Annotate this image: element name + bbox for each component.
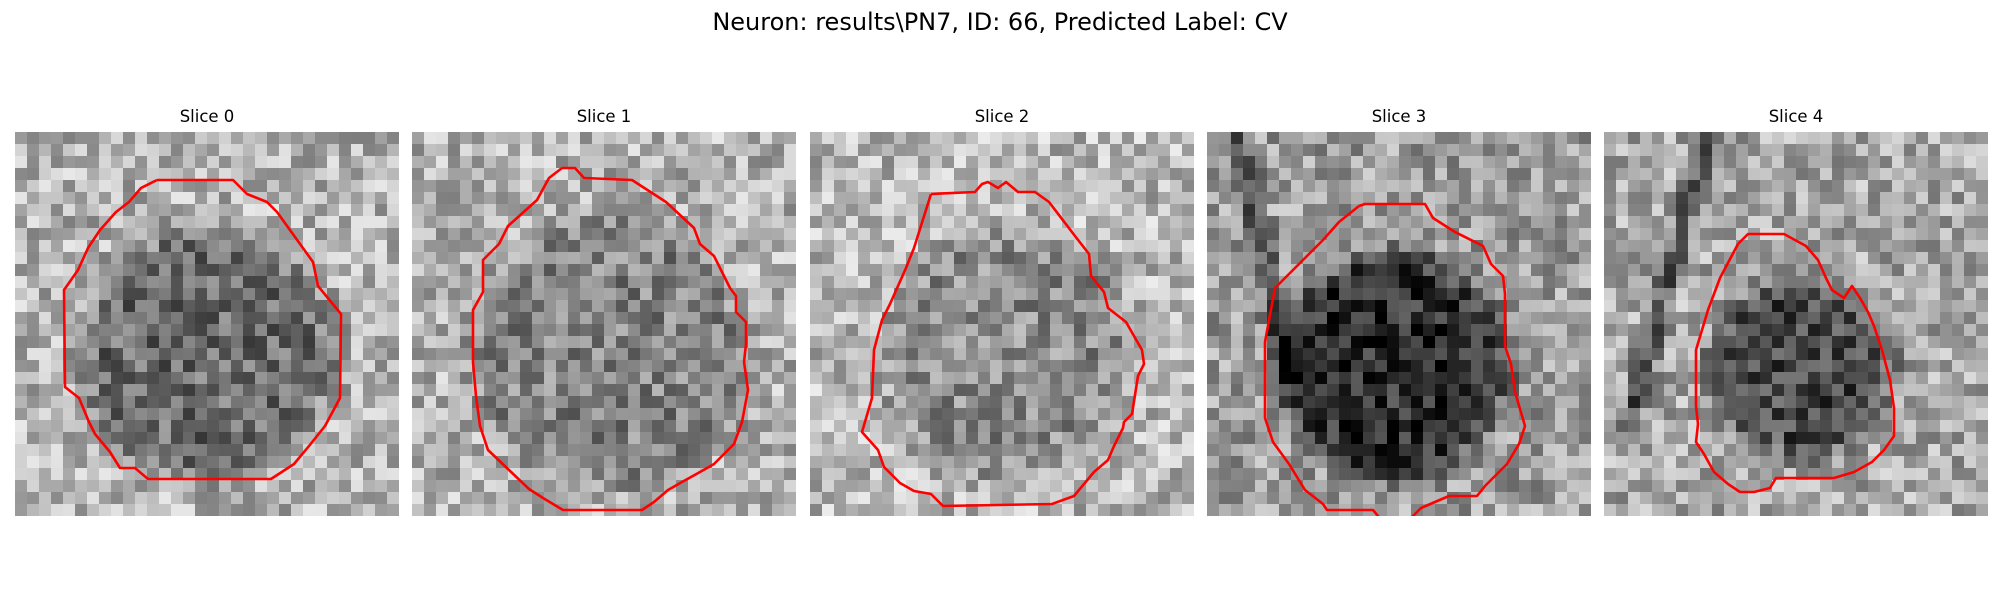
slice-image-2 (810, 132, 1194, 516)
slice-title-2: Slice 2 (974, 107, 1030, 126)
slice-panel-2: Slice 2 (810, 106, 1194, 516)
grayscale-patch-0 (15, 132, 399, 516)
grayscale-patch-4 (1604, 132, 1988, 516)
slice-panel-3: Slice 3 (1207, 106, 1591, 516)
figure-title: Neuron: results\PN7, ID: 66, Predicted L… (712, 8, 1288, 36)
slice-title-4: Slice 4 (1768, 107, 1824, 126)
slice-panel-0: Slice 0 (15, 106, 399, 516)
grayscale-patch-1 (412, 132, 796, 516)
slice-panel-1: Slice 1 (412, 106, 796, 516)
segmentation-outline-0 (62, 178, 343, 481)
slice-panel-4: Slice 4 (1604, 106, 1988, 516)
slice-image-3 (1207, 132, 1591, 516)
slice-image-4 (1604, 132, 1988, 516)
segmentation-outline-3 (1263, 202, 1527, 516)
slice-title-1: Slice 1 (576, 107, 632, 126)
segmentation-outline-2 (860, 180, 1146, 508)
segmentation-outline-1 (471, 166, 750, 512)
grayscale-patch-2 (810, 132, 1194, 516)
slice-title-0: Slice 0 (179, 107, 235, 126)
grayscale-patch-3 (1207, 132, 1591, 516)
slice-title-3: Slice 3 (1371, 107, 1427, 126)
slice-image-1 (412, 132, 796, 516)
slice-image-0 (15, 132, 399, 516)
segmentation-outline-4 (1694, 232, 1896, 494)
